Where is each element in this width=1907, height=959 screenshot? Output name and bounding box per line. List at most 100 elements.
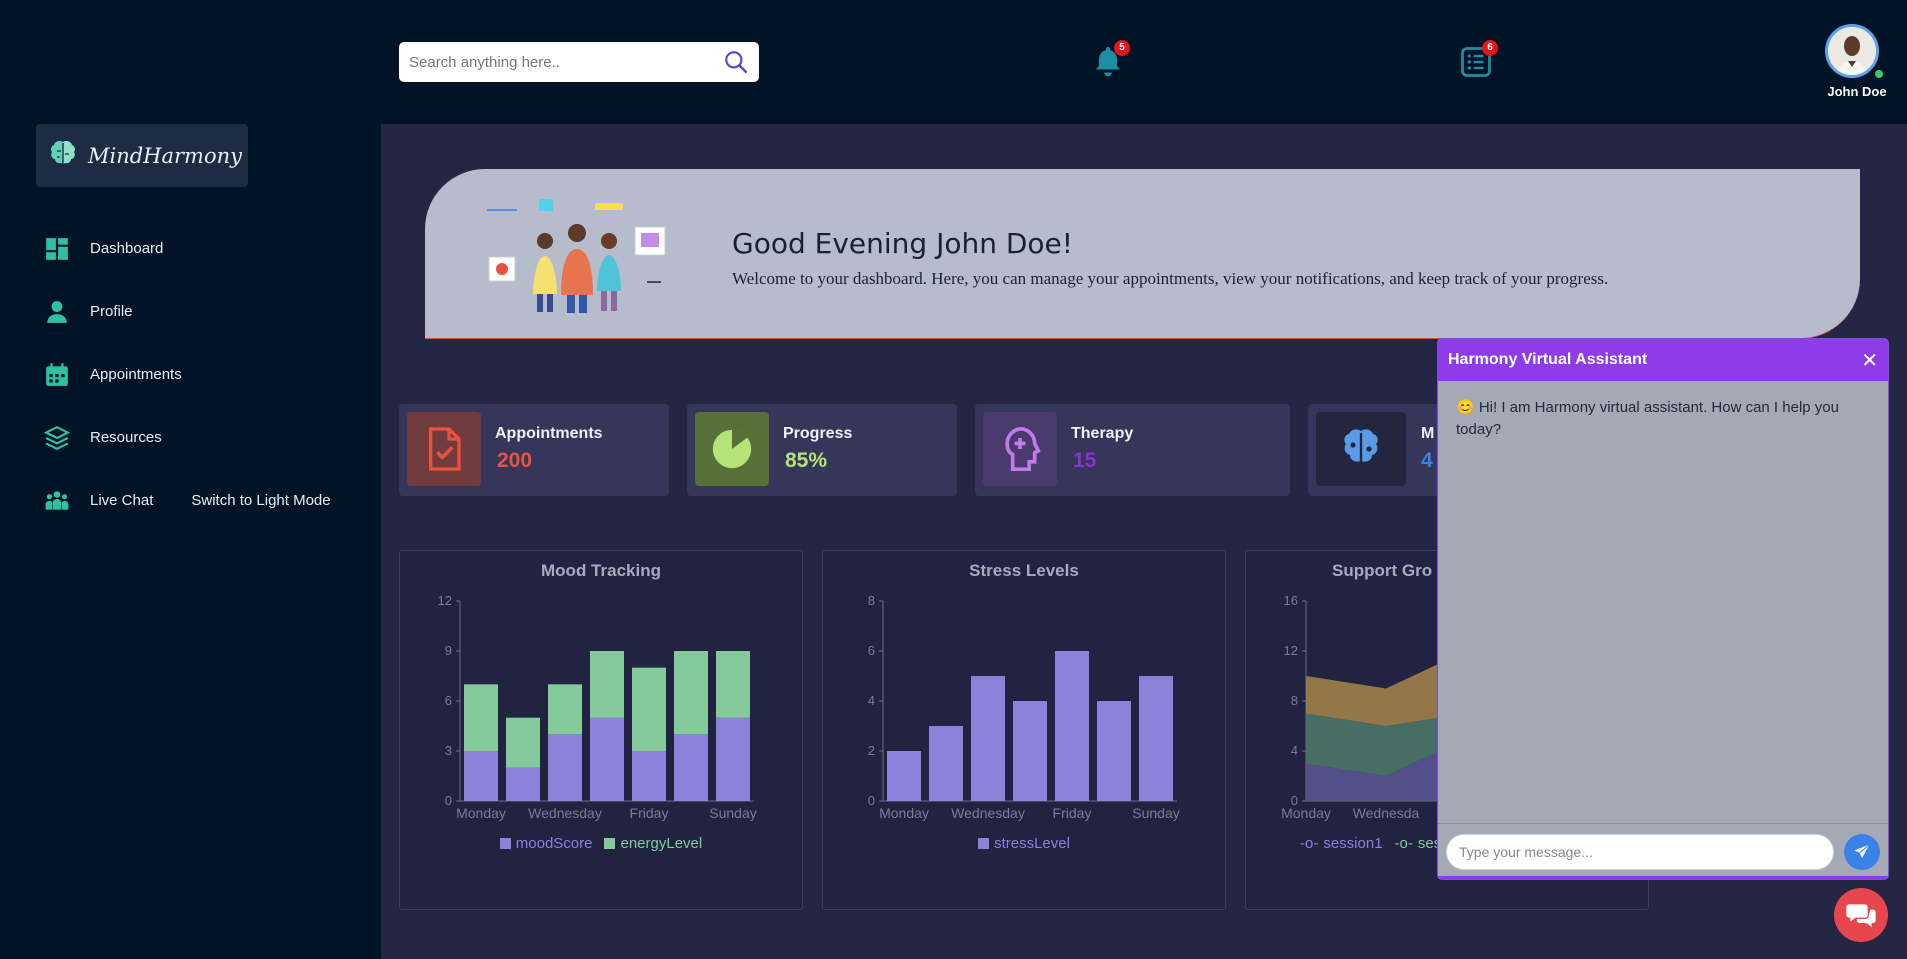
- sidebar-item-label: Live Chat: [90, 492, 154, 509]
- bar-moodScore: [716, 717, 750, 801]
- search-input[interactable]: [409, 53, 723, 71]
- brain-logo-icon: [50, 140, 76, 165]
- legend-item-stresslevel[interactable]: stressLevel: [978, 835, 1070, 852]
- stat-card-progress[interactable]: Progress 85%: [687, 404, 957, 496]
- legend-item-moodscore[interactable]: moodScore: [499, 835, 592, 852]
- stat-label: Appointments: [495, 425, 603, 442]
- chart-title: Support Gro: [1332, 561, 1433, 580]
- sidebar-item-resources[interactable]: Resources: [44, 406, 331, 469]
- chart-title: Stress Levels: [969, 561, 1079, 580]
- tasks-button[interactable]: 6: [1458, 40, 1498, 80]
- x-tick-label: Wednesday: [528, 805, 602, 821]
- chat-input-bar: [1438, 823, 1888, 879]
- chat-message-input[interactable]: [1446, 833, 1834, 870]
- bar-moodScore: [674, 734, 708, 801]
- y-tick-label: 0: [1291, 793, 1298, 808]
- user-name: John Doe: [1827, 84, 1887, 99]
- x-tick-label: Sunday: [1132, 805, 1179, 821]
- team-illustration: [487, 199, 666, 313]
- greeting-title: Good Evening John Doe!: [732, 227, 1073, 260]
- sidebar-item-appointments[interactable]: Appointments: [44, 343, 331, 406]
- avatar: [1825, 24, 1879, 78]
- theme-toggle-button[interactable]: Switch to Light Mode: [191, 492, 331, 509]
- y-tick-label: 4: [868, 693, 875, 708]
- close-icon[interactable]: ✕: [1861, 349, 1878, 372]
- pie-icon: [695, 412, 769, 486]
- tasks-badge: 6: [1482, 40, 1498, 56]
- chat-accent-bar: [1438, 876, 1888, 879]
- user-icon: [47, 300, 67, 323]
- bar-energyLevel: [716, 651, 750, 718]
- notifications-button[interactable]: 5: [1090, 40, 1130, 80]
- bar-moodScore: [548, 734, 582, 801]
- sidebar-item-dashboard[interactable]: Dashboard: [44, 217, 331, 280]
- y-tick-label: 4: [1291, 743, 1298, 758]
- user-avatar-button[interactable]: [1825, 24, 1885, 80]
- sidebar-item-label: Resources: [90, 429, 162, 446]
- stat-card-appointments[interactable]: Appointments 200: [399, 404, 669, 496]
- bar-energyLevel: [590, 651, 624, 718]
- send-button[interactable]: [1844, 833, 1880, 870]
- chart-title: Mood Tracking: [541, 561, 661, 580]
- x-tick-label: Friday: [630, 805, 669, 821]
- virtual-assistant-panel: Harmony Virtual Assistant ✕ 😊 Hi! I am H…: [1438, 339, 1888, 879]
- y-tick-label: 9: [445, 643, 452, 658]
- top-bar: 5 6 John Doe: [0, 0, 1907, 124]
- legend-item-energylevel[interactable]: energyLevel: [604, 835, 702, 852]
- chat-header: Harmony Virtual Assistant ✕: [1438, 339, 1888, 381]
- bar-stressLevel: [887, 751, 921, 801]
- sidebar-nav: Dashboard Profile Appointments Resources…: [44, 217, 331, 532]
- x-tick-label: Wednesday: [951, 805, 1025, 821]
- head-plus-icon: [983, 412, 1057, 486]
- bar-moodScore: [506, 767, 540, 801]
- y-tick-label: 0: [868, 793, 875, 808]
- brand-logo[interactable]: MindHarmony: [36, 124, 248, 187]
- search-icon[interactable]: [723, 49, 749, 75]
- document-check-icon: [407, 412, 481, 486]
- stat-label: Therapy: [1071, 425, 1134, 442]
- area-series-1: [1306, 738, 1466, 801]
- bar-moodScore: [464, 751, 498, 801]
- brand-name: MindHarmony: [88, 143, 243, 168]
- y-tick-label: 3: [445, 743, 452, 758]
- sidebar-item-live-chat[interactable]: Live Chat Switch to Light Mode: [44, 469, 331, 532]
- chat-message: 😊 Hi! I am Harmony virtual assistant. Ho…: [1456, 399, 1839, 438]
- search-bar[interactable]: [399, 42, 759, 82]
- x-tick-label: Sunday: [709, 805, 756, 821]
- y-tick-label: 12: [1284, 643, 1298, 658]
- bar-energyLevel: [632, 667, 666, 751]
- y-tick-label: 0: [445, 793, 452, 808]
- dashboard-icon: [46, 237, 68, 260]
- bar-stressLevel: [1097, 701, 1131, 801]
- area-series-3: [1306, 651, 1466, 726]
- stat-value: 85%: [785, 449, 828, 472]
- chart-legend: stressLevel: [823, 835, 1225, 852]
- stat-label: Progress: [783, 425, 853, 442]
- y-tick-label: 8: [868, 593, 875, 608]
- chat-title: Harmony Virtual Assistant: [1448, 351, 1648, 368]
- greeting-subtitle: Welcome to your dashboard. Here, you can…: [732, 269, 1609, 288]
- task-list-icon: [1461, 47, 1491, 77]
- stat-card-therapy[interactable]: Therapy 15: [975, 404, 1290, 496]
- chat-bubbles-icon: [1846, 904, 1876, 927]
- stat-label: M: [1421, 425, 1435, 442]
- chat-toggle-button[interactable]: [1834, 888, 1888, 942]
- layers-icon: [44, 425, 70, 450]
- bar-energyLevel: [548, 684, 582, 735]
- x-tick-label: Wednesda: [1353, 805, 1420, 821]
- notification-badge: 5: [1114, 40, 1130, 56]
- sidebar-item-label: Appointments: [90, 366, 182, 383]
- chart-legend: moodScore energyLevel: [400, 835, 802, 852]
- y-tick-label: 8: [1291, 693, 1298, 708]
- group-icon: [45, 490, 69, 510]
- bell-icon: [1096, 47, 1120, 77]
- y-tick-label: 6: [868, 643, 875, 658]
- legend-item-session1[interactable]: -o-session1: [1300, 835, 1383, 852]
- bar-moodScore: [632, 751, 666, 801]
- y-tick-label: 6: [445, 693, 452, 708]
- sidebar-item-profile[interactable]: Profile: [44, 280, 331, 343]
- bar-moodScore: [590, 717, 624, 801]
- x-tick-label: Monday: [1281, 805, 1331, 821]
- send-icon: [1854, 843, 1870, 858]
- online-status-dot: [1873, 68, 1885, 80]
